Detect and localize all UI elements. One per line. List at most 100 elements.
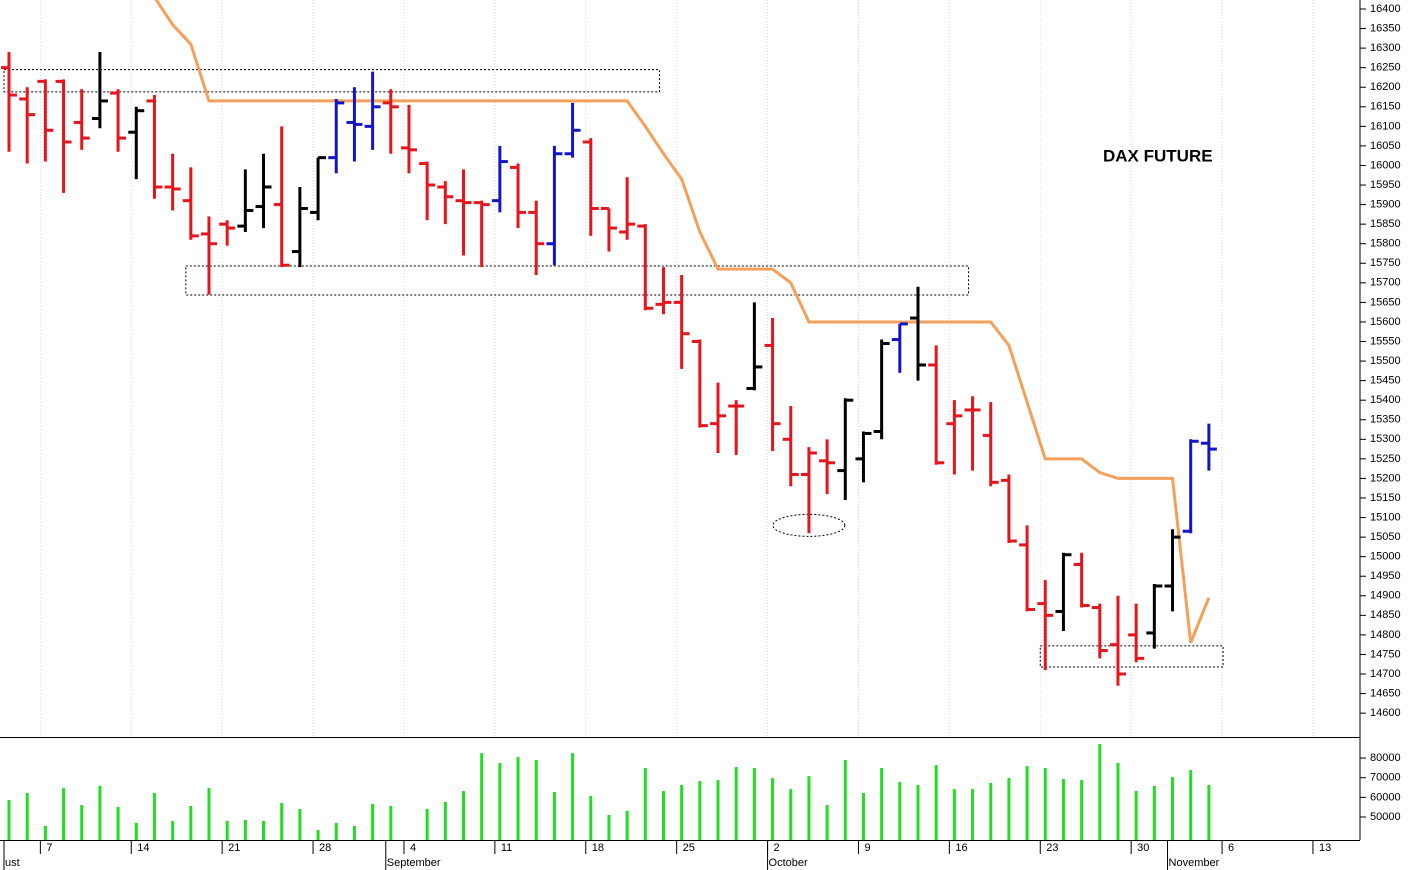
x-tick-label: 23 bbox=[1046, 842, 1058, 854]
volume-bar bbox=[1080, 780, 1084, 840]
volume-bar bbox=[225, 820, 229, 840]
volume-bar bbox=[316, 829, 320, 840]
y-tick-label: 15800 bbox=[1370, 238, 1401, 250]
volume-bar bbox=[571, 753, 575, 840]
y-tick-label: 15200 bbox=[1370, 472, 1401, 484]
volume-bar bbox=[443, 802, 447, 840]
volume-bar bbox=[989, 783, 993, 840]
y-tick-label: 15100 bbox=[1370, 511, 1401, 523]
volume-bar bbox=[1171, 777, 1175, 840]
price-panel bbox=[1, 0, 1224, 686]
zone bbox=[1039, 645, 1224, 668]
x-tick-label: 2 bbox=[774, 842, 780, 854]
chart-title: DAX FUTURE bbox=[1103, 146, 1213, 165]
y-tick-label: 15950 bbox=[1370, 179, 1401, 191]
y-tick-label: 50000 bbox=[1370, 811, 1401, 823]
volume-bar bbox=[825, 805, 829, 840]
volume-bar bbox=[371, 804, 375, 840]
y-tick-label: 15050 bbox=[1370, 531, 1401, 543]
y-tick-label: 15350 bbox=[1370, 414, 1401, 426]
volume-bar bbox=[734, 767, 738, 840]
y-tick-label: 14900 bbox=[1370, 590, 1401, 602]
y-tick-label: 16150 bbox=[1370, 101, 1401, 113]
y-tick-label: 14700 bbox=[1370, 668, 1401, 680]
volume-bar bbox=[462, 791, 465, 840]
volume-bar bbox=[280, 803, 284, 840]
x-tick-label: 9 bbox=[864, 842, 870, 854]
volume-bar bbox=[425, 808, 429, 840]
volume-bar bbox=[334, 822, 338, 840]
month-label: ust bbox=[5, 857, 20, 869]
annotation-ellipse bbox=[772, 513, 846, 537]
volume-bar bbox=[589, 795, 593, 840]
volume-bar bbox=[698, 781, 702, 840]
volume-bar bbox=[534, 760, 538, 840]
volume-bar bbox=[661, 791, 665, 840]
volume-bar bbox=[898, 782, 902, 840]
x-tick-label: 16 bbox=[955, 842, 967, 854]
zone bbox=[3, 69, 660, 93]
volume-bar bbox=[189, 806, 193, 840]
volume-bar bbox=[480, 753, 484, 840]
volume-bar bbox=[262, 820, 266, 840]
y-tick-label: 16300 bbox=[1370, 42, 1401, 54]
y-tick-label: 14650 bbox=[1370, 687, 1401, 699]
x-tick-label: 18 bbox=[592, 842, 604, 854]
volume-bar bbox=[771, 778, 775, 840]
volume-bar bbox=[952, 789, 956, 840]
y-tick-label: 14950 bbox=[1370, 570, 1401, 582]
volume-bar bbox=[916, 784, 920, 840]
volume-bar bbox=[1189, 770, 1193, 840]
volume-bar bbox=[1134, 791, 1138, 840]
volume-bar bbox=[7, 800, 11, 840]
volume-bar bbox=[1025, 766, 1029, 840]
y-tick-label: 15400 bbox=[1370, 394, 1401, 406]
volume-bar bbox=[934, 765, 938, 840]
y-tick-label: 15250 bbox=[1370, 453, 1401, 465]
y-tick-label: 15600 bbox=[1370, 316, 1401, 328]
month-label: November bbox=[1169, 857, 1220, 869]
month-label: September bbox=[387, 857, 441, 869]
x-tick-label: 13 bbox=[1319, 842, 1331, 854]
volume-bar bbox=[243, 819, 247, 840]
volume-bar bbox=[116, 806, 120, 840]
volume-bar bbox=[80, 805, 84, 840]
volume-bar bbox=[98, 785, 102, 840]
y-tick-label: 16100 bbox=[1370, 120, 1401, 132]
y-tick-label: 14850 bbox=[1370, 609, 1401, 621]
volume-bar bbox=[1098, 744, 1102, 840]
y-tick-label: 14800 bbox=[1370, 629, 1401, 641]
y-tick-label: 16000 bbox=[1370, 159, 1401, 171]
y-tick-label: 16400 bbox=[1370, 3, 1401, 15]
volume-bar bbox=[25, 793, 29, 840]
x-tick-label: 4 bbox=[410, 842, 416, 854]
y-tick-label: 15700 bbox=[1370, 277, 1401, 289]
volume-bar bbox=[971, 789, 975, 840]
y-tick-label: 14600 bbox=[1370, 707, 1401, 719]
volume-bar bbox=[171, 820, 175, 840]
volume-bar bbox=[352, 826, 356, 840]
y-tick-label: 15750 bbox=[1370, 257, 1401, 269]
volume-bar bbox=[298, 808, 302, 840]
y-tick-label: 15500 bbox=[1370, 355, 1401, 367]
y-tick-label: 16050 bbox=[1370, 140, 1401, 152]
volume-bar bbox=[843, 760, 847, 840]
y-tick-label: 15900 bbox=[1370, 198, 1401, 210]
x-tick-label: 21 bbox=[228, 842, 240, 854]
volume-bar bbox=[389, 806, 393, 840]
volume-bar bbox=[1007, 778, 1011, 840]
y-tick-label: 16250 bbox=[1370, 62, 1401, 74]
y-tick-label: 60000 bbox=[1370, 791, 1401, 803]
x-tick-label: 25 bbox=[683, 842, 695, 854]
volume-bar bbox=[680, 784, 684, 840]
stop-line bbox=[154, 0, 1211, 644]
volume-bar bbox=[861, 793, 865, 840]
volume-bar bbox=[43, 826, 47, 840]
month-label: October bbox=[769, 857, 808, 869]
x-tick-label: 30 bbox=[1137, 842, 1149, 854]
volume-bar bbox=[1116, 762, 1120, 840]
y-tick-label: 16200 bbox=[1370, 81, 1401, 93]
y-tick-label: 15000 bbox=[1370, 551, 1401, 563]
